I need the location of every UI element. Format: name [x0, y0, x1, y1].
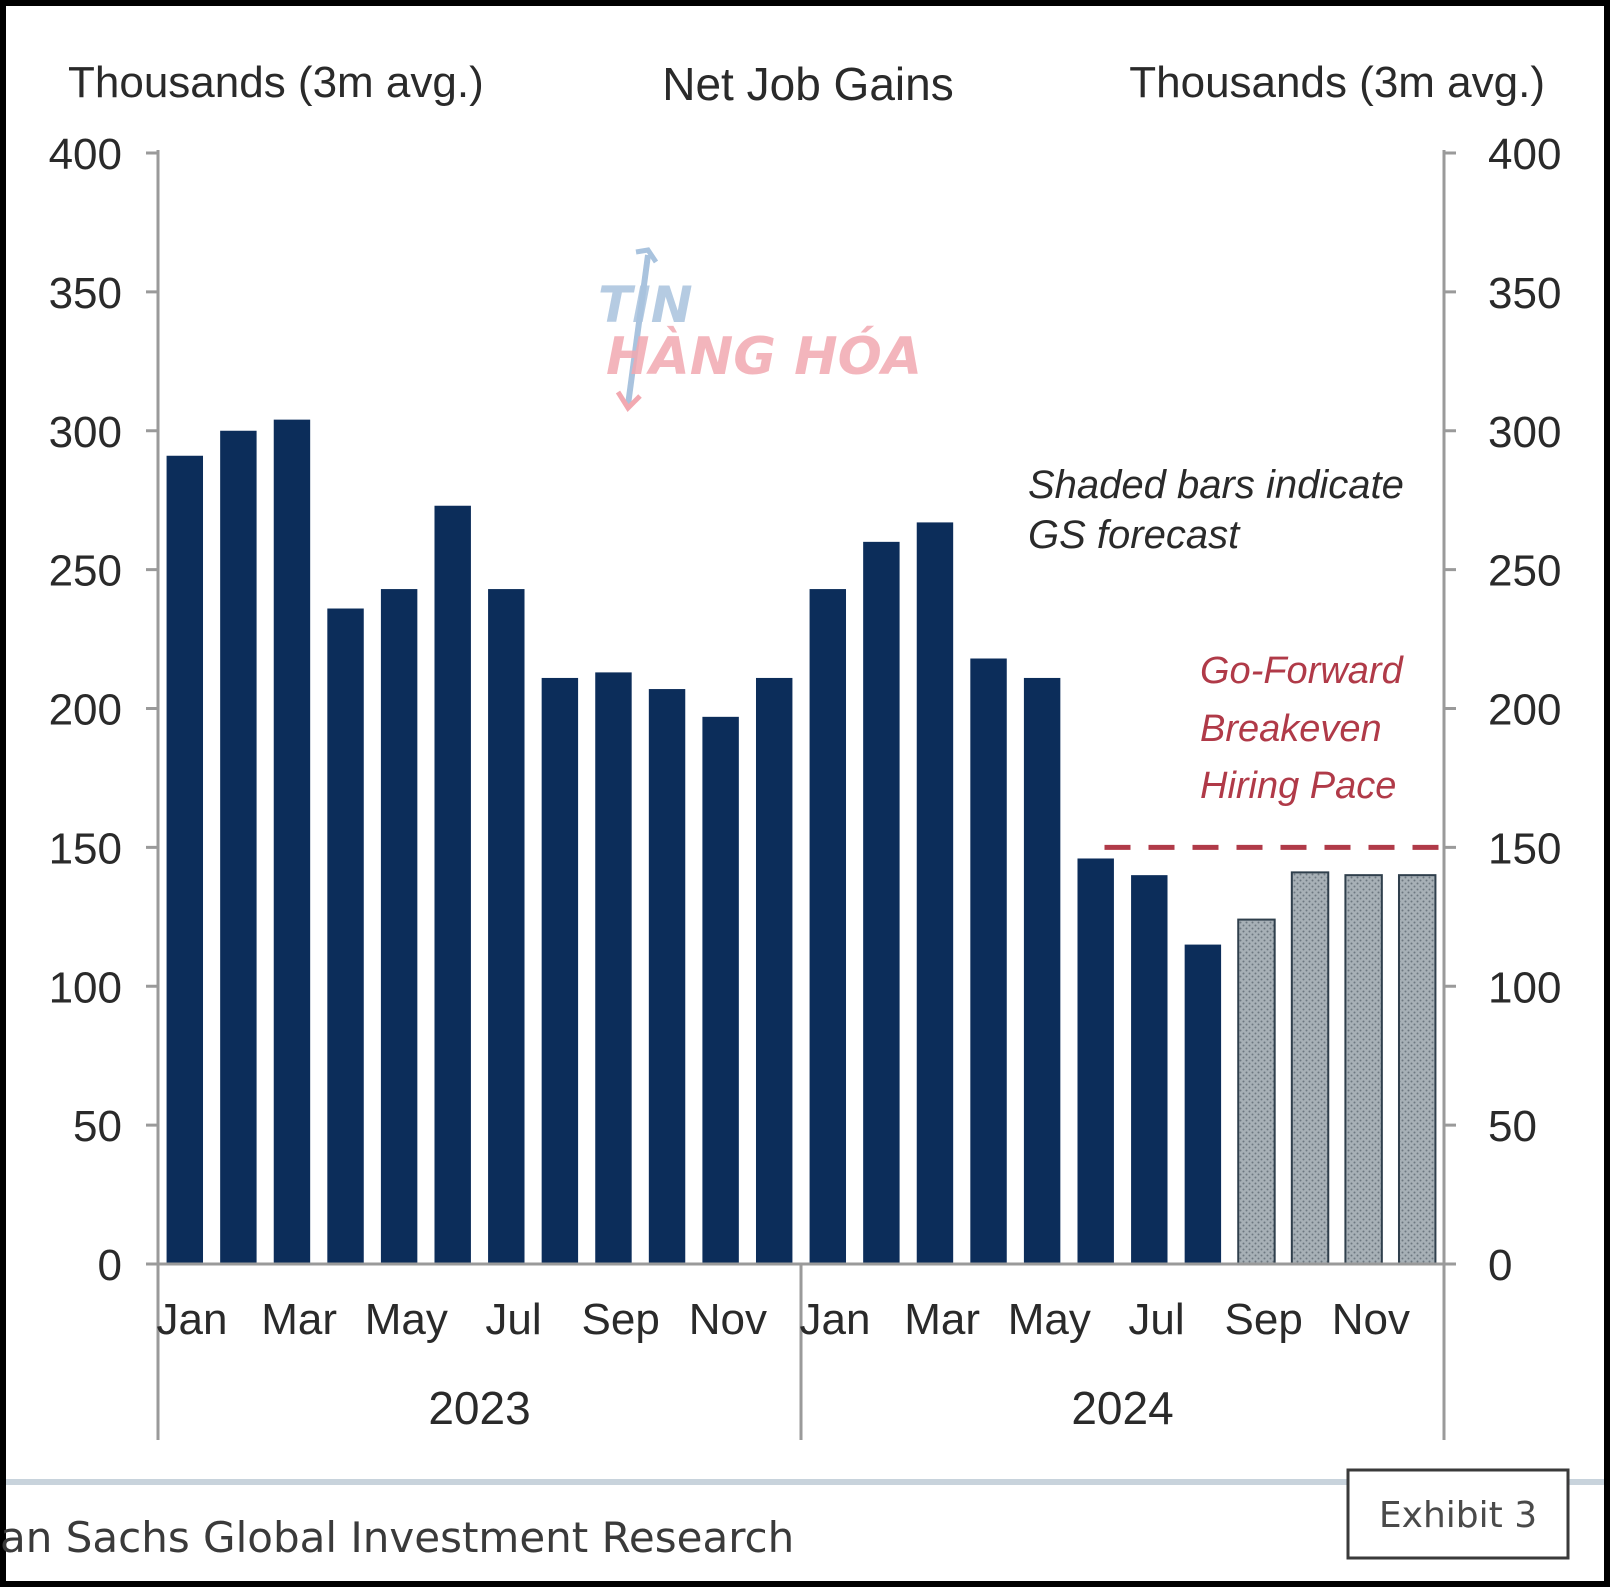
left-tick-label: 150 — [49, 824, 122, 873]
x-tick-label: Jul — [485, 1295, 541, 1344]
right-tick-label: 300 — [1488, 408, 1561, 457]
bar-apr — [327, 608, 364, 1264]
source-credit: an Sachs Global Investment Research — [0, 1513, 794, 1562]
bar-jul — [488, 589, 525, 1264]
x-tick-label: Nov — [1332, 1295, 1410, 1344]
left-tick-label: 200 — [49, 686, 122, 735]
x-tick-label: Jan — [800, 1295, 871, 1344]
breakeven-note-line2: Breakeven — [1200, 708, 1382, 750]
x-tick-label: Mar — [904, 1295, 980, 1344]
bars-group — [166, 419, 1437, 1266]
watermark-arrowhead-icon — [635, 247, 659, 264]
x-tick-label: Sep — [1225, 1295, 1303, 1344]
watermark-logo: TIN HÀNG HÓA — [598, 247, 922, 412]
year-label: 2024 — [1071, 1382, 1173, 1434]
left-tick-label: 350 — [49, 269, 122, 318]
shaded-bars-note-line1: Shaded bars indicate — [1028, 463, 1404, 507]
left-tick-label: 0 — [98, 1241, 122, 1290]
bar-may — [380, 589, 418, 1264]
left-tick-label: 50 — [73, 1102, 122, 1151]
exhibit-label: Exhibit 3 — [1379, 1495, 1537, 1536]
x-tick-label: Sep — [582, 1295, 660, 1344]
year-label: 2023 — [428, 1382, 530, 1434]
left-tick-label: 100 — [49, 963, 122, 1012]
forecast-bar-dec — [1397, 874, 1437, 1266]
bar-jul — [1131, 875, 1168, 1264]
right-tick-label: 50 — [1488, 1102, 1537, 1151]
forecast-bar-sep — [1237, 918, 1276, 1266]
year-labels: 2023 2024 — [428, 1382, 1173, 1434]
bar-jun — [434, 505, 471, 1264]
right-tick-label: 100 — [1488, 963, 1561, 1012]
left-axis-unit-label: Thousands (3m avg.) — [68, 58, 484, 107]
bar-mar — [273, 419, 311, 1264]
right-tick-label: 0 — [1488, 1241, 1512, 1290]
bar-oct — [648, 689, 686, 1264]
right-tick-label: 250 — [1488, 547, 1561, 596]
breakeven-note-line3: Hiring Pace — [1200, 765, 1396, 807]
bar-aug — [1184, 944, 1222, 1264]
bar-jun — [1077, 858, 1114, 1264]
bar-nov — [702, 716, 739, 1264]
chart-title: Net Job Gains — [662, 58, 953, 110]
left-tick-label: 400 — [49, 130, 122, 179]
left-y-ticks: 0 50 100 150 200 250 300 350 400 — [49, 130, 158, 1290]
x-tick-label: Jan — [157, 1295, 228, 1344]
watermark-arrow-up-icon — [625, 254, 651, 406]
x-tick-label: Nov — [689, 1295, 767, 1344]
bar-may — [1023, 677, 1061, 1264]
left-tick-label: 300 — [49, 408, 122, 457]
right-tick-label: 400 — [1488, 130, 1561, 179]
breakeven-note-line1: Go-Forward — [1200, 650, 1405, 692]
forecast-bar-oct — [1290, 871, 1330, 1265]
bar-apr — [970, 658, 1007, 1264]
left-tick-label: 250 — [49, 547, 122, 596]
bar-dec — [755, 677, 793, 1264]
x-tick-label: Mar — [261, 1295, 337, 1344]
x-tick-labels: Jan Mar May Jul Sep Nov Jan Mar May Jul Sep Nov — [157, 1295, 1410, 1344]
right-tick-label: 150 — [1488, 824, 1561, 873]
bar-jan — [166, 455, 204, 1264]
watermark-text-line2: HÀNG HÓA — [606, 325, 922, 387]
watermark-arrowhead-down-icon — [615, 390, 642, 412]
right-axis-unit-label: Thousands (3m avg.) — [1129, 58, 1545, 107]
right-y-ticks: 0 50 100 150 200 250 300 350 400 — [1444, 130, 1561, 1290]
bar-feb — [863, 541, 900, 1264]
shaded-bars-note-line2: GS forecast — [1028, 513, 1241, 557]
forecast-bar-nov — [1344, 874, 1383, 1266]
x-tick-label: May — [365, 1295, 448, 1344]
right-tick-label: 350 — [1488, 269, 1561, 318]
bar-aug — [541, 677, 579, 1264]
bar-jan — [809, 589, 847, 1264]
watermark-text-line1: TIN — [598, 276, 693, 334]
right-tick-label: 200 — [1488, 686, 1561, 735]
x-tick-label: Jul — [1128, 1295, 1184, 1344]
bar-sep — [595, 672, 632, 1264]
bar-mar — [916, 522, 954, 1264]
bar-feb — [220, 430, 257, 1264]
x-tick-label: May — [1008, 1295, 1091, 1344]
exhibit-badge — [1346, 1468, 1570, 1560]
